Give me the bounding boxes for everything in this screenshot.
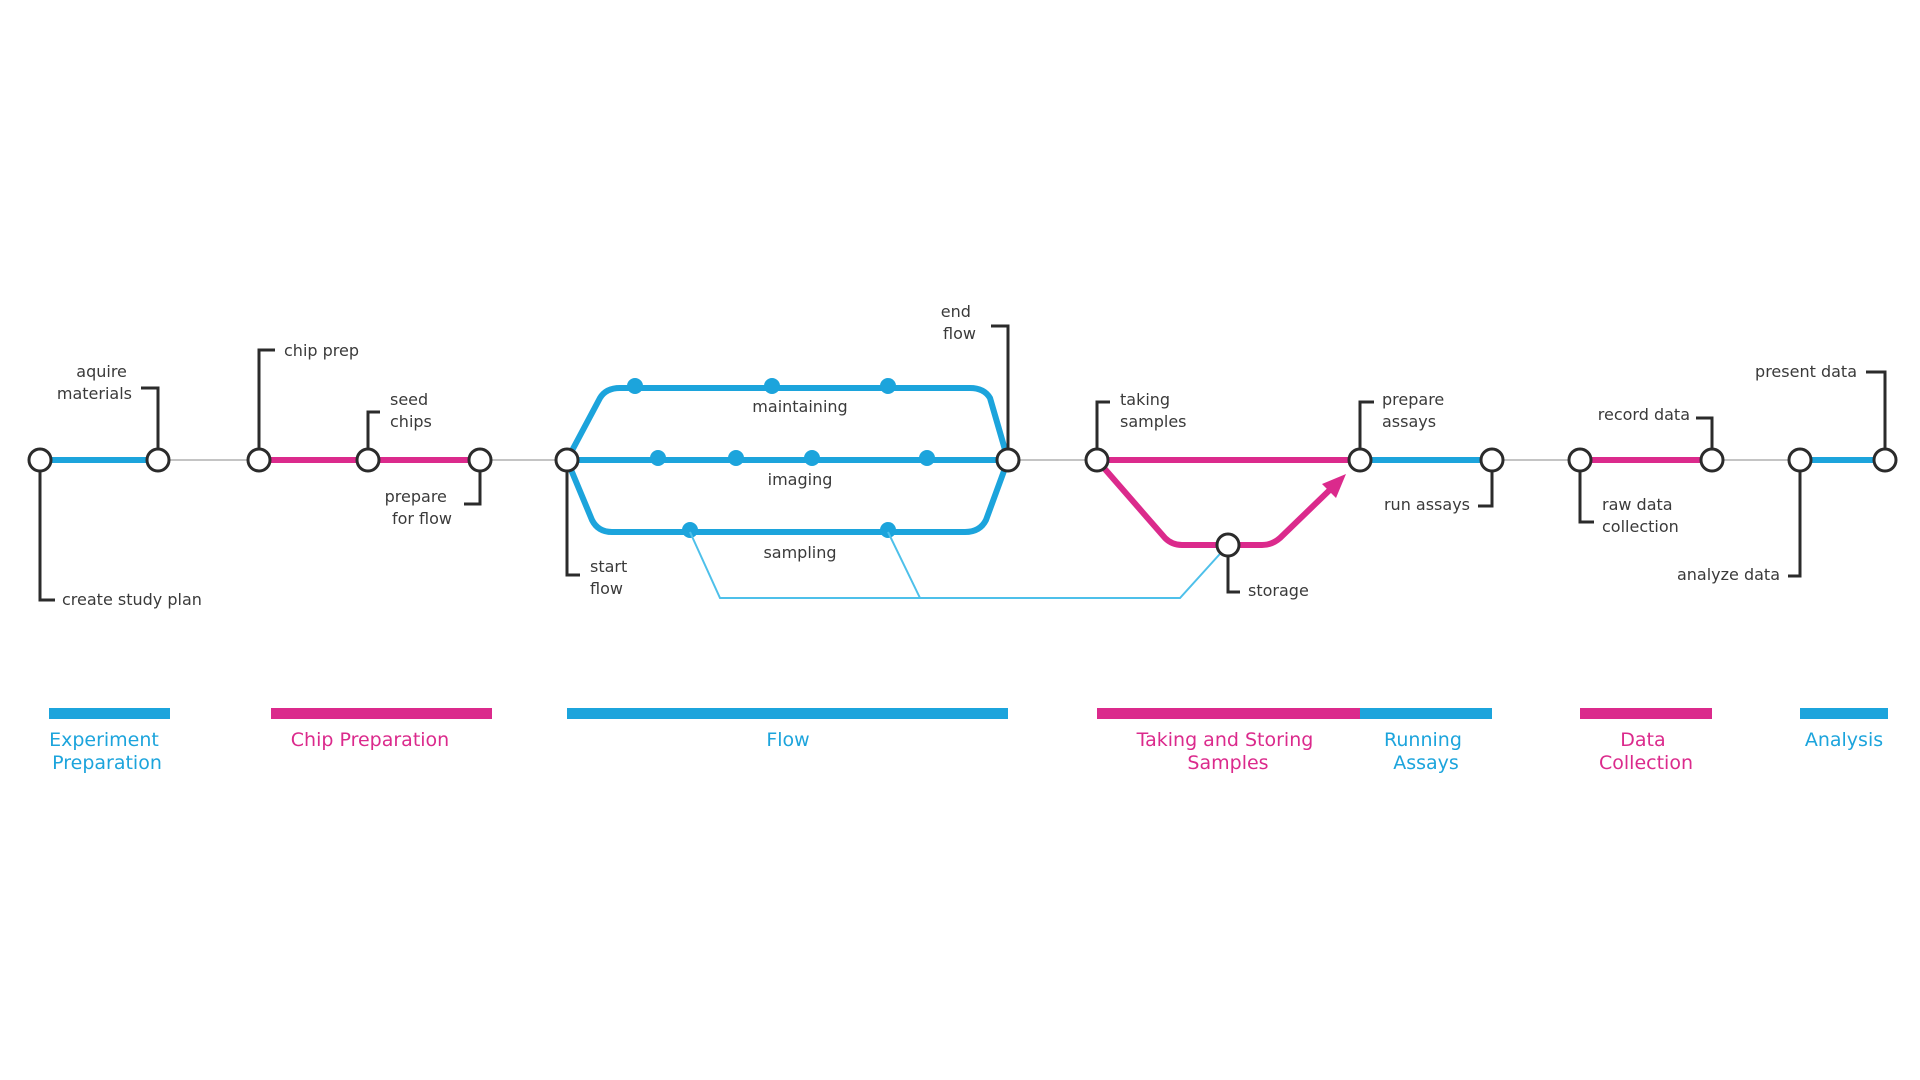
label-chip-prep: chip prep [284,341,359,360]
storage-detour [1094,458,1341,548]
phase-bar-taking [1097,708,1360,719]
node-storage [1215,532,1241,558]
node-aquire-materials [145,447,171,473]
phase-bar-running [1360,708,1492,719]
phase-bar-analysis [1800,708,1888,719]
label-taking-samples: taking samples [1120,390,1187,431]
label-sampling: sampling [763,543,836,562]
storage-arrow-icon [1322,474,1346,498]
node-prepare-for-flow [467,447,493,473]
label-prepare-assays: prepare assays [1382,390,1449,431]
node-present-data [1872,447,1898,473]
phase-bar-data [1580,708,1712,719]
label-end-flow: end flow [941,302,976,343]
node-seed-chips [355,447,381,473]
leader-lines [38,324,1887,602]
phase-title-running: Running Assays [1384,729,1468,774]
node-record-data [1699,447,1725,473]
node-start-flow [554,447,580,473]
label-raw-data-collection: raw data collection [1602,495,1679,536]
node-run-assays [1479,447,1505,473]
phase-bar-experiment [49,708,170,719]
node-analyze-data [1787,447,1813,473]
node-prepare-assays [1347,447,1373,473]
sampling-track [564,458,1011,535]
maintaining-track [564,385,1011,462]
label-analyze-data: analyze data [1677,565,1780,584]
node-end-flow [995,447,1021,473]
phase-bars [49,708,1888,719]
label-seed-chips: seed chips [390,390,433,431]
phase-title-taking: Taking and Storing Samples [1136,729,1320,774]
imaging-stops [650,450,935,466]
sampling-stops [682,522,896,538]
phase-bar-chip [271,708,492,719]
phase-title-chip: Chip Preparation [291,729,449,751]
sampling-storage-connector [689,531,1229,599]
label-present-data: present data [1755,362,1857,381]
label-storage: storage [1248,581,1309,600]
node-raw-data-collection [1567,447,1593,473]
label-run-assays: run assays [1384,495,1470,514]
phase-title-analysis: Analysis [1805,729,1883,751]
label-start-flow: start flow [590,557,632,598]
phase-title-experiment: Experiment Preparation [49,729,165,774]
node-create-study-plan [27,447,53,473]
label-imaging: imaging [768,470,833,489]
node-taking-samples [1084,447,1110,473]
label-maintaining: maintaining [752,397,847,416]
phase-title-data: Data Collection [1599,729,1693,774]
label-record-data: record data [1598,405,1690,424]
node-chip-prep [246,447,272,473]
label-create-study-plan: create study plan [62,590,202,609]
phase-title-flow: Flow [766,729,809,751]
maintaining-stops [627,378,896,394]
label-aquire-materials: aquire materials [57,362,132,403]
phase-bar-flow [567,708,1008,719]
label-prepare-for-flow: prepare for flow [385,487,452,528]
station-nodes [27,447,1898,558]
